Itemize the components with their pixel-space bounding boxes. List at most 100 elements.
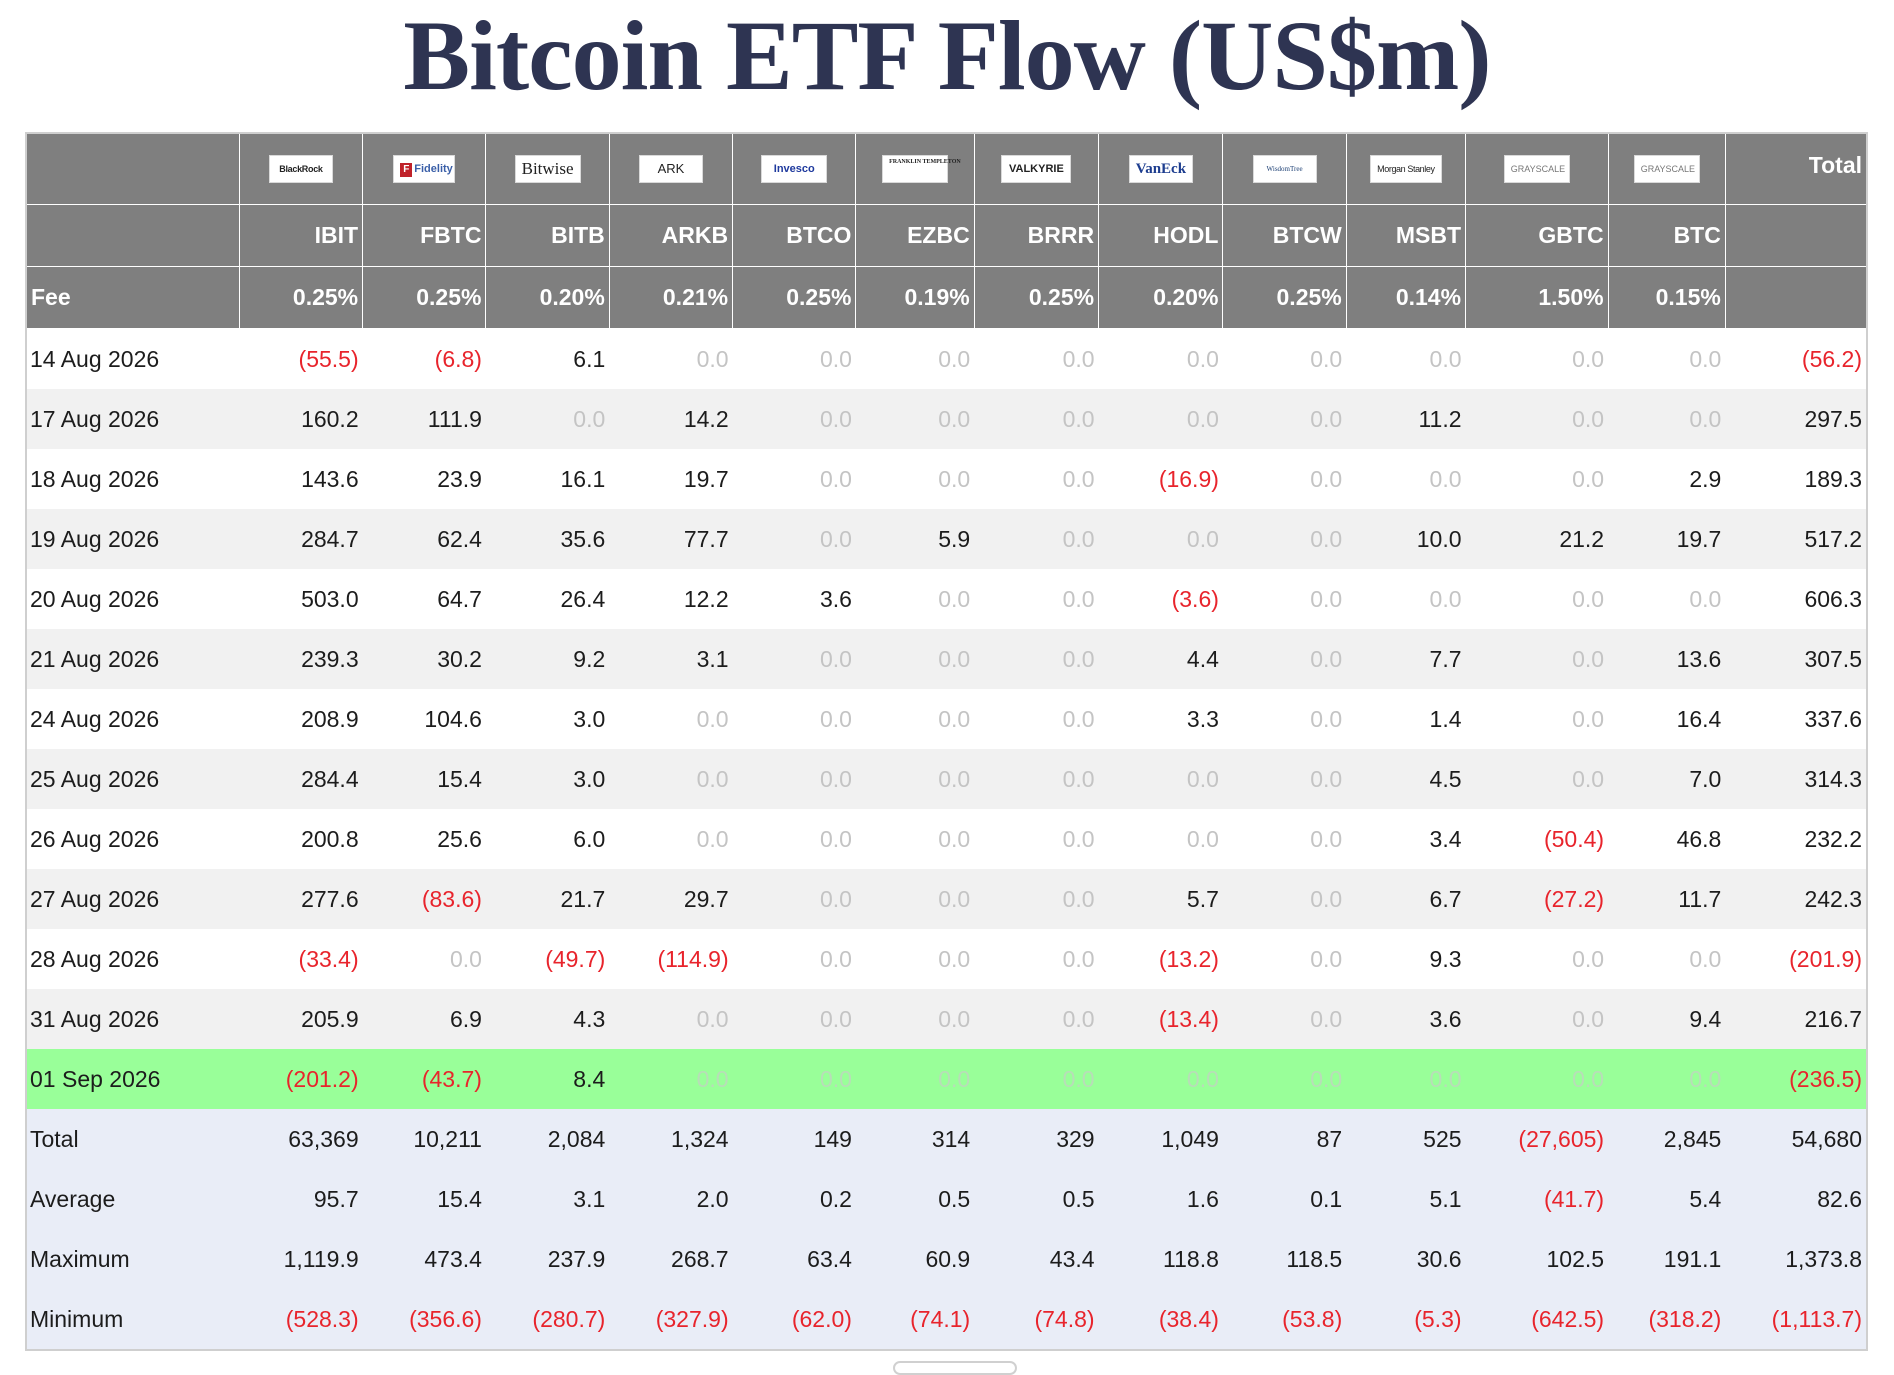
- flow-cell: 21.7: [485, 869, 610, 929]
- ticker-header-cell: ARKB: [609, 204, 734, 267]
- flow-cell: 11.7: [1608, 869, 1726, 929]
- flow-cell: 0.0: [1222, 809, 1347, 869]
- row-total-cell: (236.5): [1725, 1049, 1866, 1109]
- flow-cell: 3.6: [1346, 989, 1466, 1049]
- flow-cell: 5.9: [855, 509, 975, 569]
- summary-cell: 0.1: [1222, 1169, 1347, 1229]
- summary-total-cell: 54,680: [1725, 1109, 1866, 1169]
- table-body: 14 Aug 2026 (55.5) (6.8) 6.1 0.0 0.0 0.0 0.0 0.0…: [27, 328, 1866, 1349]
- summary-row: Minimum (528.3) (356.6) (280.7) (327.9) (62.0…: [27, 1289, 1866, 1349]
- flow-cell: 6.7: [1346, 869, 1466, 929]
- flow-cell: 0.0: [1608, 1049, 1726, 1109]
- flow-cell: 13.6: [1608, 629, 1726, 689]
- flow-cell: 14.2: [609, 389, 733, 449]
- flow-cell: 0.0: [732, 328, 856, 389]
- summary-cell: 43.4: [974, 1229, 1099, 1289]
- summary-row: Maximum 1,119.9 473.4 237.9 268.7 63.4 60.9 43.…: [27, 1229, 1866, 1289]
- fidelity-logo: F Fidelity: [393, 155, 456, 184]
- row-total-cell: (201.9): [1725, 929, 1866, 989]
- summary-cell: 191.1: [1608, 1229, 1726, 1289]
- ticker-header-cell: BTCO: [732, 204, 857, 267]
- invesco-logo: Invesco: [761, 155, 828, 184]
- flow-cell: 0.0: [974, 809, 1099, 869]
- flow-cell: (6.8): [362, 328, 486, 389]
- flow-cell: 0.0: [855, 629, 975, 689]
- fee-total-blank: [1725, 266, 1866, 329]
- summary-cell: 149: [732, 1109, 856, 1169]
- flow-cell: 0.0: [974, 389, 1099, 449]
- flow-cell: 0.0: [974, 509, 1099, 569]
- date-cell: 24 Aug 2026: [27, 689, 240, 749]
- date-cell: 20 Aug 2026: [27, 569, 240, 629]
- flow-cell: 0.0: [1222, 689, 1347, 749]
- flow-cell: 0.0: [1222, 569, 1347, 629]
- summary-row: Average 95.7 15.4 3.1 2.0 0.2 0.5 0.5 1.6 0.1 5.1(…: [27, 1169, 1866, 1229]
- vaneck-logo: VanEck: [1128, 155, 1193, 184]
- summary-row: Total 63,369 10,211 2,084 1,324 149 314 329 1,04…: [27, 1109, 1866, 1169]
- ticker-header-cell: MSBT: [1346, 204, 1467, 267]
- flow-cell: 0.0: [1608, 328, 1726, 389]
- header-logo-cell: Invesco: [732, 134, 857, 205]
- flow-cell: (33.4): [239, 929, 363, 989]
- summary-cell: (74.8): [974, 1289, 1099, 1349]
- flow-cell: (114.9): [609, 929, 733, 989]
- flow-cell: 29.7: [609, 869, 733, 929]
- summary-cell: (38.4): [1098, 1289, 1223, 1349]
- date-cell: 21 Aug 2026: [27, 629, 240, 689]
- logo-text: Fidelity: [414, 163, 453, 176]
- flow-cell: 9.3: [1346, 929, 1466, 989]
- header-ticker-row: IBIT FBTC BITB ARKB BTCO EZBC BRRR HODL BTCW MSBT…: [27, 204, 1866, 267]
- blackrock-logo: BlackRock: [268, 155, 333, 184]
- flow-cell: 19.7: [1608, 509, 1726, 569]
- fee-cell: 0.25%: [1222, 266, 1347, 329]
- flow-cell: 0.0: [732, 809, 856, 869]
- summary-cell: 268.7: [609, 1229, 733, 1289]
- header-logo-cell: F Fidelity: [362, 134, 487, 205]
- flow-cell: 0.0: [1465, 989, 1609, 1049]
- summary-total-cell: 1,373.8: [1725, 1229, 1866, 1289]
- header-logo-cell: Bitwise: [485, 134, 610, 205]
- summary-cell: 30.6: [1346, 1229, 1466, 1289]
- table-row-latest: 01 Sep 2026 (201.2) (43.7) 8.4 0.0 0.0 0.0 0.0 0…: [27, 1049, 1866, 1109]
- flow-cell: 4.5: [1346, 749, 1466, 809]
- flow-cell: 0.0: [732, 389, 856, 449]
- flow-cell: 0.0: [732, 689, 856, 749]
- flow-cell: 0.0: [974, 449, 1099, 509]
- flow-cell: 0.0: [974, 569, 1099, 629]
- table-header: BlackRock F Fidelity Bitwise ARK Invesco FRANK…: [27, 134, 1866, 329]
- header-logo-cell: WisdomTree: [1222, 134, 1347, 205]
- flow-cell: 239.3: [239, 629, 363, 689]
- flow-cell: 0.0: [1222, 989, 1347, 1049]
- flow-cell: 284.4: [239, 749, 363, 809]
- flow-cell: 160.2: [239, 389, 363, 449]
- horizontal-scroll-handle[interactable]: [893, 1361, 1017, 1375]
- flow-cell: 0.0: [1222, 449, 1347, 509]
- summary-cell: 473.4: [362, 1229, 486, 1289]
- header-logo-cell: FRANKLIN TEMPLETON: [855, 134, 975, 205]
- fee-cell: 0.14%: [1346, 266, 1467, 329]
- header-logo-cell: Morgan Stanley: [1346, 134, 1467, 205]
- summary-cell: 2.0: [609, 1169, 733, 1229]
- flow-cell: (16.9): [1098, 449, 1223, 509]
- ticker-header-cell: BTC: [1608, 204, 1726, 267]
- flow-cell: 0.0: [1465, 389, 1609, 449]
- row-total-cell: 517.2: [1725, 509, 1866, 569]
- flow-cell: 8.4: [485, 1049, 610, 1109]
- ticker-header-cell: GBTC: [1465, 204, 1609, 267]
- ticker-header-cell: IBIT: [239, 204, 364, 267]
- flow-cell: 143.6: [239, 449, 363, 509]
- row-total-cell: 297.5: [1725, 389, 1866, 449]
- flow-cell: 0.0: [1098, 328, 1223, 389]
- flow-cell: 0.0: [732, 629, 856, 689]
- fee-cell: 1.50%: [1465, 266, 1609, 329]
- date-cell: 14 Aug 2026: [27, 328, 240, 389]
- table-row: 26 Aug 2026 200.8 25.6 6.0 0.0 0.0 0.0 0.0 0.0 0.…: [27, 809, 1866, 869]
- bitwise-logo: Bitwise: [514, 155, 581, 184]
- row-total-cell: 337.6: [1725, 689, 1866, 749]
- summary-cell: 2,845: [1608, 1109, 1726, 1169]
- wisdomtree-logo: WisdomTree: [1252, 155, 1317, 184]
- fee-cell: 0.25%: [732, 266, 857, 329]
- summary-cell: 95.7: [239, 1169, 363, 1229]
- summary-cell: 118.8: [1098, 1229, 1223, 1289]
- summary-cell: (280.7): [485, 1289, 610, 1349]
